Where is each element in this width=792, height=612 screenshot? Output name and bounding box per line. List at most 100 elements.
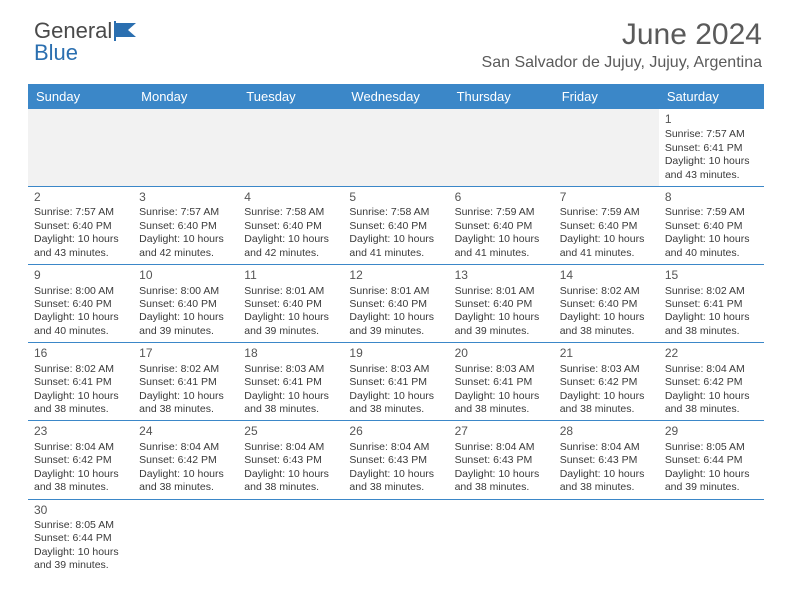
daylight-line: Daylight: 10 hours and 41 minutes. [349,233,442,260]
sunset-line: Sunset: 6:40 PM [455,220,548,233]
sunset-line: Sunset: 6:40 PM [139,298,232,311]
calendar-week: 1Sunrise: 7:57 AMSunset: 6:41 PMDaylight… [28,109,764,187]
day-number: 2 [34,190,127,205]
calendar-day: 21Sunrise: 8:03 AMSunset: 6:42 PMDayligh… [554,343,659,421]
calendar-day: 19Sunrise: 8:03 AMSunset: 6:41 PMDayligh… [343,343,448,421]
sunrise-line: Sunrise: 8:04 AM [560,441,653,454]
day-number: 21 [560,346,653,361]
sunset-line: Sunset: 6:40 PM [244,220,337,233]
calendar-day: 20Sunrise: 8:03 AMSunset: 6:41 PMDayligh… [449,343,554,421]
day-number: 7 [560,190,653,205]
day-number: 1 [665,112,758,127]
daylight-line: Daylight: 10 hours and 38 minutes. [665,390,758,417]
sunrise-line: Sunrise: 8:03 AM [244,363,337,376]
day-number: 27 [455,424,548,439]
calendar-day: 16Sunrise: 8:02 AMSunset: 6:41 PMDayligh… [28,343,133,421]
day-number: 3 [139,190,232,205]
daylight-line: Daylight: 10 hours and 38 minutes. [244,468,337,495]
sunset-line: Sunset: 6:41 PM [665,142,758,155]
day-header: Monday [133,84,238,109]
sunrise-line: Sunrise: 8:01 AM [349,285,442,298]
calendar-day: 29Sunrise: 8:05 AMSunset: 6:44 PMDayligh… [659,421,764,499]
day-number: 11 [244,268,337,283]
sunset-line: Sunset: 6:43 PM [244,454,337,467]
calendar-week: 16Sunrise: 8:02 AMSunset: 6:41 PMDayligh… [28,343,764,421]
day-header: Wednesday [343,84,448,109]
calendar-day: 15Sunrise: 8:02 AMSunset: 6:41 PMDayligh… [659,265,764,343]
daylight-line: Daylight: 10 hours and 38 minutes. [34,390,127,417]
day-number: 5 [349,190,442,205]
daylight-line: Daylight: 10 hours and 38 minutes. [349,390,442,417]
calendar-week: 2Sunrise: 7:57 AMSunset: 6:40 PMDaylight… [28,187,764,265]
sunset-line: Sunset: 6:40 PM [349,298,442,311]
calendar-day: 18Sunrise: 8:03 AMSunset: 6:41 PMDayligh… [238,343,343,421]
sunrise-line: Sunrise: 8:01 AM [244,285,337,298]
daylight-line: Daylight: 10 hours and 39 minutes. [244,311,337,338]
sunset-line: Sunset: 6:43 PM [349,454,442,467]
sunset-line: Sunset: 6:40 PM [244,298,337,311]
calendar-week: 23Sunrise: 8:04 AMSunset: 6:42 PMDayligh… [28,421,764,499]
sunrise-line: Sunrise: 8:04 AM [139,441,232,454]
day-number: 13 [455,268,548,283]
daylight-line: Daylight: 10 hours and 38 minutes. [139,390,232,417]
sunset-line: Sunset: 6:40 PM [560,220,653,233]
day-number: 24 [139,424,232,439]
daylight-line: Daylight: 10 hours and 38 minutes. [244,390,337,417]
daylight-line: Daylight: 10 hours and 38 minutes. [34,468,127,495]
logo-text-2: Blue [34,40,78,66]
sunset-line: Sunset: 6:40 PM [139,220,232,233]
daylight-line: Daylight: 10 hours and 39 minutes. [665,468,758,495]
calendar-day-empty [343,499,448,577]
calendar-day-empty [449,109,554,187]
day-number: 10 [139,268,232,283]
daylight-line: Daylight: 10 hours and 43 minutes. [34,233,127,260]
sunset-line: Sunset: 6:43 PM [455,454,548,467]
calendar-day: 13Sunrise: 8:01 AMSunset: 6:40 PMDayligh… [449,265,554,343]
header: General June 2024 San Salvador de Jujuy,… [0,0,792,78]
calendar-day-empty [133,499,238,577]
sunrise-line: Sunrise: 8:00 AM [34,285,127,298]
day-number: 12 [349,268,442,283]
calendar-day-empty [238,109,343,187]
sunset-line: Sunset: 6:40 PM [34,298,127,311]
day-number: 9 [34,268,127,283]
daylight-line: Daylight: 10 hours and 42 minutes. [139,233,232,260]
calendar-day: 1Sunrise: 7:57 AMSunset: 6:41 PMDaylight… [659,109,764,187]
sunset-line: Sunset: 6:41 PM [244,376,337,389]
month-title: June 2024 [482,18,762,52]
calendar-day: 27Sunrise: 8:04 AMSunset: 6:43 PMDayligh… [449,421,554,499]
sunrise-line: Sunrise: 8:03 AM [349,363,442,376]
day-number: 15 [665,268,758,283]
calendar-day-empty [28,109,133,187]
sunrise-line: Sunrise: 7:57 AM [665,128,758,141]
calendar-day: 30Sunrise: 8:05 AMSunset: 6:44 PMDayligh… [28,499,133,577]
calendar-day-empty [659,499,764,577]
daylight-line: Daylight: 10 hours and 41 minutes. [560,233,653,260]
sunset-line: Sunset: 6:41 PM [349,376,442,389]
sunset-line: Sunset: 6:41 PM [139,376,232,389]
daylight-line: Daylight: 10 hours and 38 minutes. [560,311,653,338]
logo-text-2-wrap: Blue [34,40,78,66]
daylight-line: Daylight: 10 hours and 38 minutes. [560,468,653,495]
calendar-day-empty [133,109,238,187]
day-number: 29 [665,424,758,439]
calendar-day: 22Sunrise: 8:04 AMSunset: 6:42 PMDayligh… [659,343,764,421]
day-number: 14 [560,268,653,283]
daylight-line: Daylight: 10 hours and 39 minutes. [139,311,232,338]
sunset-line: Sunset: 6:40 PM [665,220,758,233]
sunrise-line: Sunrise: 8:04 AM [665,363,758,376]
sunset-line: Sunset: 6:44 PM [34,532,127,545]
sunrise-line: Sunrise: 7:58 AM [244,206,337,219]
daylight-line: Daylight: 10 hours and 38 minutes. [560,390,653,417]
calendar-day-empty [554,109,659,187]
sunrise-line: Sunrise: 7:59 AM [455,206,548,219]
calendar-day-empty [238,499,343,577]
calendar-day-empty [554,499,659,577]
daylight-line: Daylight: 10 hours and 41 minutes. [455,233,548,260]
sunrise-line: Sunrise: 8:04 AM [34,441,127,454]
day-header: Tuesday [238,84,343,109]
day-number: 25 [244,424,337,439]
calendar-day-empty [343,109,448,187]
calendar-day: 26Sunrise: 8:04 AMSunset: 6:43 PMDayligh… [343,421,448,499]
sunset-line: Sunset: 6:41 PM [455,376,548,389]
